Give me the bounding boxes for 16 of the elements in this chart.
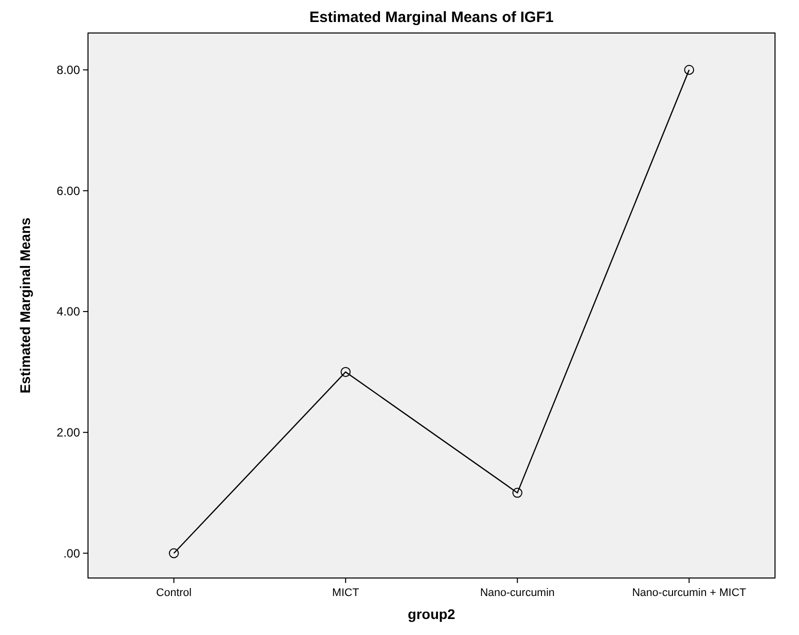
y-tick-label: 6.00 (56, 184, 80, 198)
y-tick-label: .00 (63, 546, 80, 560)
x-axis-title: group2 (408, 606, 456, 622)
chart-title: Estimated Marginal Means of IGF1 (309, 9, 554, 26)
y-axis-title: Estimated Marginal Means (17, 217, 33, 394)
x-tick-label: Nano-curcumin (480, 587, 555, 599)
point (168, 548, 179, 558)
point (340, 366, 351, 377)
y-tick-label: 2.00 (56, 426, 80, 440)
point (512, 488, 522, 498)
y-tick-label: 4.00 (56, 304, 80, 319)
point (684, 64, 694, 75)
y-tick-label: 8.00 (56, 63, 80, 78)
x-tick-label: Control (156, 587, 192, 599)
x-tick-label: Nano-curcumin + MICT (632, 587, 746, 599)
x-tick-label: MICT (332, 587, 360, 599)
